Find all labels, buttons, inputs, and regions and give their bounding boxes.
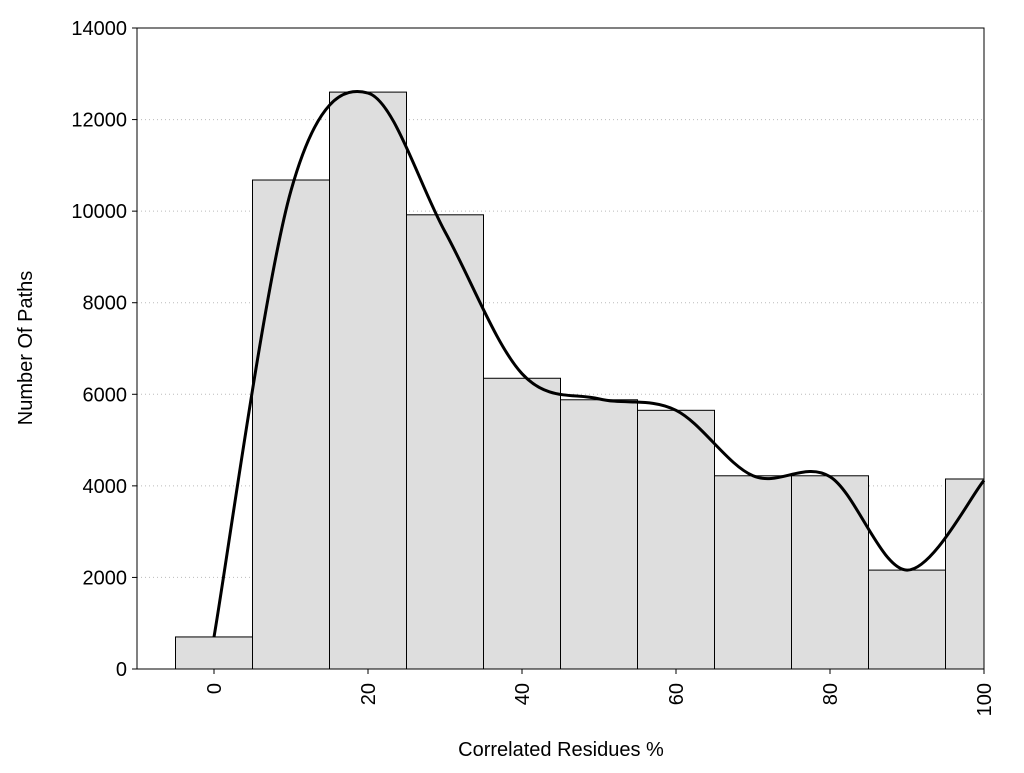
- x-axis-label: Correlated Residues %: [458, 739, 664, 761]
- y-tick-label: 8000: [83, 293, 128, 315]
- bar: [791, 475, 869, 669]
- y-tick-label: 14000: [71, 18, 127, 40]
- x-tick-label: 0: [204, 683, 226, 694]
- bar: [868, 569, 946, 669]
- smooth-line: [212, 90, 986, 638]
- y-tick-label: 6000: [83, 384, 128, 406]
- y-axis-label: Number Of Paths: [15, 271, 37, 426]
- bar: [483, 377, 561, 669]
- plot-frame: [136, 27, 985, 670]
- y-tick-label: 12000: [71, 110, 127, 132]
- x-tick-label: 80: [820, 683, 842, 705]
- bar: [175, 636, 253, 669]
- bar: [714, 475, 792, 669]
- x-tick-label: 20: [358, 683, 380, 705]
- bar: [252, 179, 330, 669]
- y-tick-label: 0: [116, 659, 127, 681]
- bar: [637, 409, 715, 669]
- y-tick-label: 10000: [71, 201, 127, 223]
- plot-area: [175, 91, 984, 669]
- bar: [329, 91, 407, 669]
- x-tick-label: 40: [512, 683, 534, 705]
- y-tick-label: 4000: [83, 476, 128, 498]
- x-tick-label: 100: [974, 683, 996, 716]
- x-tick-label: 60: [666, 683, 688, 705]
- bar: [560, 399, 638, 669]
- y-tick-label: 2000: [83, 567, 128, 589]
